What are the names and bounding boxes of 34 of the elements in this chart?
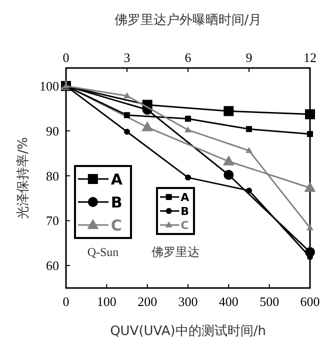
legend-label: B (180, 204, 190, 218)
y-tick-label: 70 (46, 213, 59, 228)
x-tick-label: 0 (62, 294, 70, 309)
x-tick-label: 300 (178, 294, 198, 309)
point (304, 182, 316, 192)
point (142, 121, 154, 132)
chart-title: 佛罗里达户外曝晒时间/月 (114, 13, 262, 28)
legend-label: B (110, 193, 122, 212)
x-axis-title: QUV(UVA)中的测试时间/h (110, 324, 266, 339)
point (305, 109, 315, 120)
x2-tick-label: 0 (62, 50, 70, 65)
annotation: Q-Sun (87, 245, 119, 259)
x-tick-label: 600 (300, 294, 320, 309)
x-tick-label: 500 (260, 294, 280, 309)
x2-tick-label: 3 (124, 50, 130, 65)
y-tick-label: 90 (46, 123, 59, 138)
annotation: 佛罗里达 (152, 245, 200, 259)
legend-label: C (180, 218, 189, 232)
point (224, 106, 234, 116)
x2-tick-label: 12 (304, 50, 316, 65)
x2-tick-label: 9 (246, 50, 252, 65)
legend-label: C (110, 216, 122, 234)
legend-label: A (180, 190, 190, 204)
y-tick-label: 60 (46, 258, 59, 274)
x2-tick-label: 6 (184, 50, 192, 65)
y-tick-label: 80 (46, 168, 59, 184)
x-tick-label: 200 (138, 294, 158, 309)
point (222, 155, 234, 166)
y-axis-title: 光泽保持率/% (15, 137, 31, 219)
x-tick-label: 100 (96, 294, 116, 309)
x-tick-label: 400 (218, 294, 238, 309)
legend-label: A (110, 170, 123, 188)
point (224, 170, 234, 180)
y-tick-label: 100 (40, 78, 59, 94)
